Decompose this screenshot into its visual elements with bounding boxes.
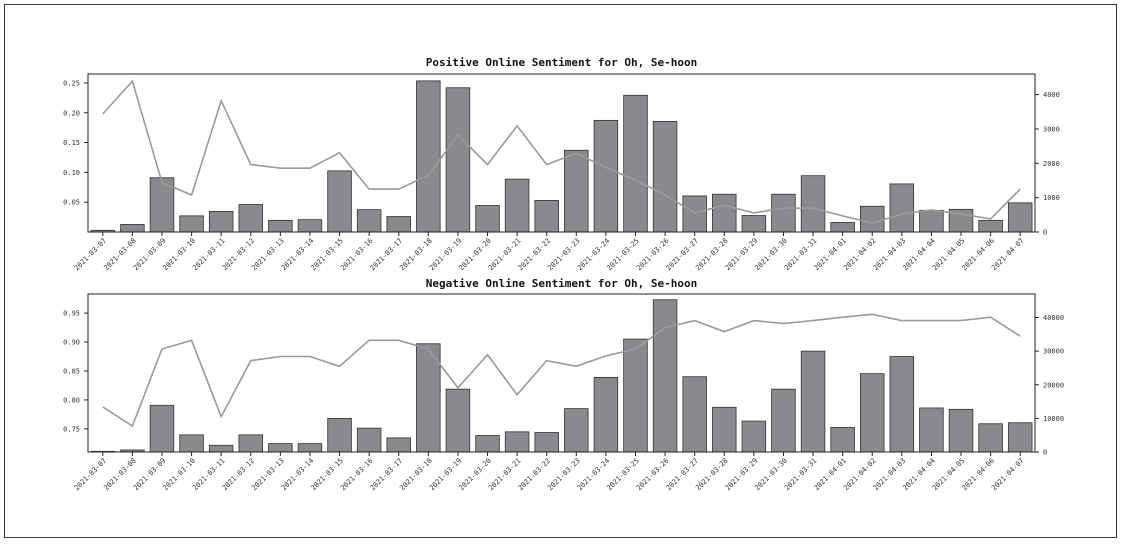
bar-2021-03-17 [386, 216, 411, 233]
left-tick-label: 0.85 [63, 367, 80, 375]
bar-2021-03-11 [208, 444, 234, 453]
right-tick-label: 1000 [1043, 194, 1060, 202]
bar-2021-03-26 [652, 299, 678, 453]
bar-2021-04-06 [978, 423, 1003, 453]
bar-2021-03-16 [356, 427, 382, 453]
bar-2021-03-29 [741, 215, 767, 233]
bar-2021-03-10 [179, 215, 204, 233]
bar-2021-03-11 [208, 210, 234, 233]
bar-2021-03-24 [593, 119, 619, 233]
chart-title: Negative Online Sentiment for Oh, Se-hoo… [426, 277, 698, 290]
bar-2021-03-14 [297, 219, 323, 233]
right-tick-label: 40000 [1043, 314, 1064, 322]
right-tick-label: 4000 [1043, 91, 1060, 99]
bar-2021-03-20 [475, 205, 500, 233]
bar-2021-03-19 [445, 388, 471, 453]
bar-2021-03-15 [327, 417, 352, 453]
bar-2021-03-31 [800, 350, 826, 453]
sentiment-line [102, 313, 1021, 428]
bar-2021-03-30 [771, 193, 796, 233]
bar-2021-03-30 [771, 388, 796, 453]
bar-2021-03-17 [386, 437, 411, 453]
chart-title: Positive Online Sentiment for Oh, Se-hoo… [426, 56, 698, 69]
left-tick-label: 0.25 [63, 79, 80, 87]
bar-2021-04-02 [859, 205, 885, 233]
bar-2021-03-24 [593, 376, 619, 453]
bar-2021-04-01 [830, 221, 855, 233]
bar-2021-03-08 [120, 224, 145, 233]
left-tick-label: 0.10 [63, 169, 80, 177]
left-tick-label: 0.15 [63, 139, 80, 147]
right-tick-label: 0 [1043, 229, 1047, 237]
bar-2021-03-21 [504, 178, 530, 233]
right-tick-label: 3000 [1043, 125, 1060, 133]
bar-2021-04-07 [1007, 422, 1033, 453]
left-tick-label: 0.20 [63, 109, 80, 117]
bar-2021-03-25 [623, 338, 648, 453]
right-tick-label: 20000 [1043, 381, 1064, 389]
bar-2021-03-10 [179, 434, 204, 453]
bar-2021-03-22 [534, 199, 559, 233]
bar-2021-03-28 [712, 406, 737, 453]
bar-2021-04-03 [889, 183, 915, 233]
bar-2021-04-02 [859, 373, 885, 453]
right-tick-label: 2000 [1043, 160, 1060, 168]
right-tick-label: 30000 [1043, 348, 1064, 356]
bar-2021-03-22 [534, 432, 559, 453]
bar-2021-03-16 [356, 209, 382, 233]
bar-2021-03-28 [712, 193, 737, 233]
chart-panel-1: Positive Online Sentiment for Oh, Se-hoo… [63, 56, 1060, 272]
bar-2021-03-29 [741, 420, 767, 453]
bar-2021-03-27 [682, 376, 707, 453]
plot-frame [87, 73, 1036, 233]
bar-2021-03-26 [652, 121, 678, 233]
left-tick-label: 0.05 [63, 199, 80, 207]
plot-frame [87, 293, 1036, 453]
bar-2021-04-04 [919, 209, 944, 233]
bar-2021-03-27 [682, 195, 707, 233]
left-tick-label: 0.80 [63, 396, 80, 404]
bar-2021-03-09 [149, 404, 175, 453]
bar-2021-03-13 [268, 219, 293, 233]
bar-2021-03-15 [327, 170, 352, 233]
right-tick-label: 10000 [1043, 415, 1064, 423]
bar-2021-03-12 [238, 204, 264, 233]
bar-2021-03-18 [416, 80, 441, 233]
left-tick-label: 0.90 [63, 339, 80, 347]
bar-2021-03-14 [297, 443, 323, 453]
bar-2021-03-21 [504, 431, 530, 453]
sentiment-line [102, 79, 1021, 224]
bar-2021-03-23 [564, 149, 589, 233]
left-tick-label: 0.95 [63, 310, 80, 318]
bar-2021-04-03 [889, 356, 915, 453]
bar-2021-04-05 [948, 408, 974, 453]
bar-2021-03-31 [800, 175, 826, 233]
bar-2021-03-12 [238, 434, 264, 453]
chart-panel-2: Negative Online Sentiment for Oh, Se-hoo… [63, 277, 1064, 492]
bar-2021-04-04 [919, 407, 944, 453]
bar-2021-04-06 [978, 219, 1003, 233]
bar-2021-04-01 [830, 427, 855, 453]
bar-2021-03-25 [623, 94, 648, 233]
right-tick-label: 0 [1043, 449, 1047, 457]
left-tick-label: 0.75 [63, 425, 80, 433]
bar-2021-04-07 [1007, 202, 1033, 233]
bar-2021-03-20 [475, 435, 500, 453]
bar-2021-03-19 [445, 87, 471, 233]
bar-2021-03-23 [564, 408, 589, 453]
bar-2021-03-13 [268, 443, 293, 453]
